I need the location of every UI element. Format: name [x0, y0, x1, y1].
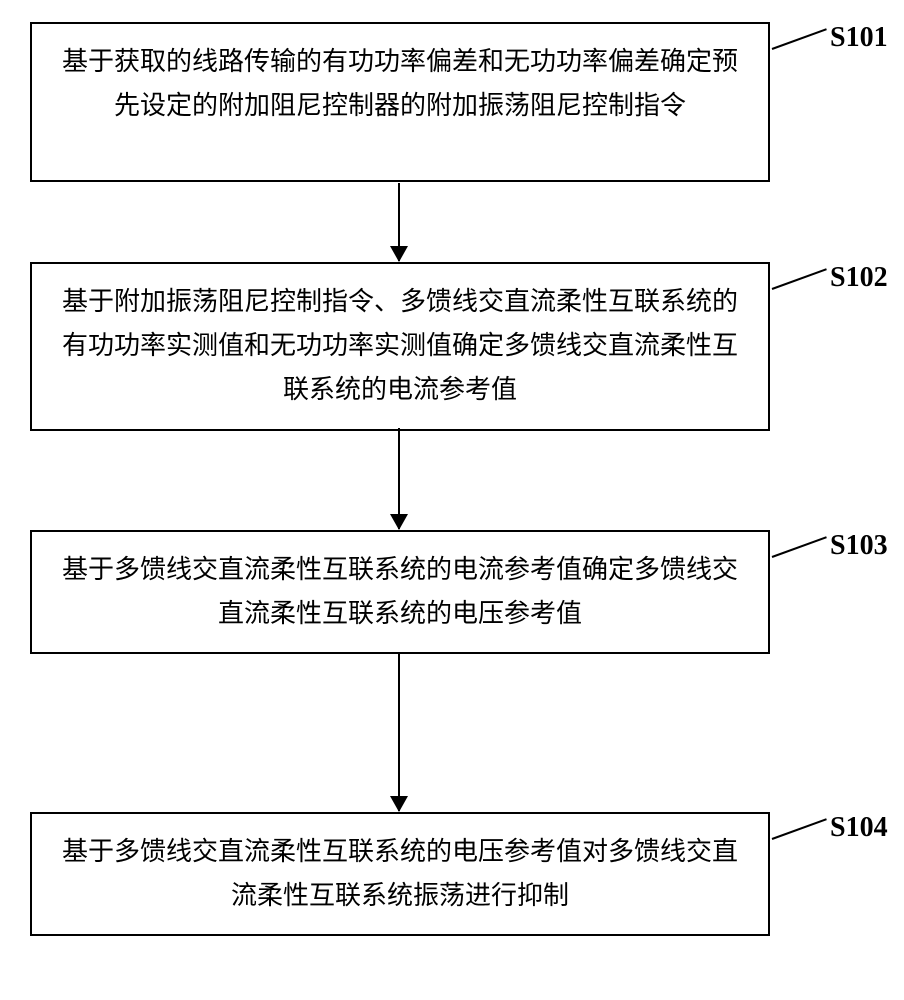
step-text: 基于多馈线交直流柔性互联系统的电流参考值确定多馈线交直流柔性互联系统的电压参考值	[62, 555, 738, 628]
label-connector-s102	[772, 268, 827, 290]
step-text: 基于多馈线交直流柔性互联系统的电压参考值对多馈线交直流柔性互联系统振荡进行抑制	[62, 837, 738, 910]
step-label-s101: S101	[830, 22, 888, 54]
step-label-s104: S104	[830, 812, 888, 844]
label-connector-s101	[772, 28, 827, 50]
arrow-connector	[398, 183, 400, 261]
step-text: 基于获取的线路传输的有功功率偏差和无功功率偏差确定预先设定的附加阻尼控制器的附加…	[62, 47, 738, 120]
step-label-s102: S102	[830, 262, 888, 294]
label-connector-s104	[772, 818, 827, 840]
step-box-s102: 基于附加振荡阻尼控制指令、多馈线交直流柔性互联系统的有功功率实测值和无功功率实测…	[30, 262, 770, 431]
step-text: 基于附加振荡阻尼控制指令、多馈线交直流柔性互联系统的有功功率实测值和无功功率实测…	[62, 287, 738, 404]
step-box-s103: 基于多馈线交直流柔性互联系统的电流参考值确定多馈线交直流柔性互联系统的电压参考值	[30, 530, 770, 654]
step-label-s103: S103	[830, 530, 888, 562]
step-box-s104: 基于多馈线交直流柔性互联系统的电压参考值对多馈线交直流柔性互联系统振荡进行抑制	[30, 812, 770, 936]
arrow-connector	[398, 428, 400, 529]
arrow-connector	[398, 653, 400, 811]
flowchart-container: 基于获取的线路传输的有功功率偏差和无功功率偏差确定预先设定的附加阻尼控制器的附加…	[0, 0, 904, 1000]
step-box-s101: 基于获取的线路传输的有功功率偏差和无功功率偏差确定预先设定的附加阻尼控制器的附加…	[30, 22, 770, 182]
label-connector-s103	[772, 536, 827, 558]
